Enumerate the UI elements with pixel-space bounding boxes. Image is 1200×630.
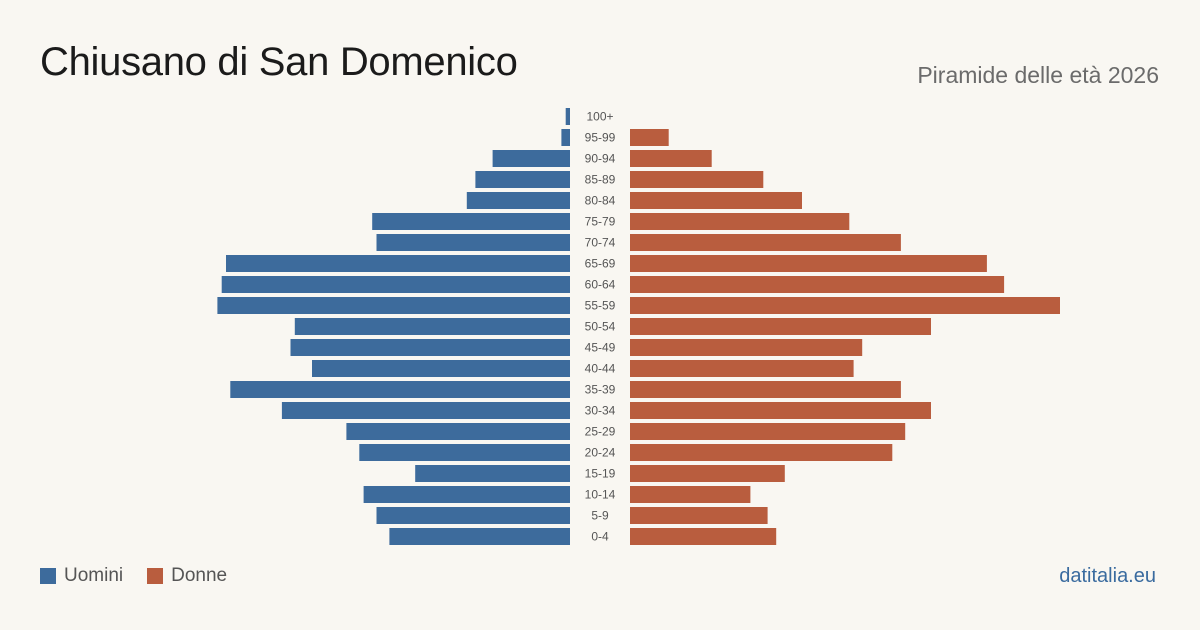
bar-women-75-79 (630, 213, 850, 230)
brand-link[interactable]: datitalia.eu (1059, 565, 1156, 587)
age-group-label: 35-39 (585, 383, 616, 397)
bar-women-10-14 (630, 486, 751, 503)
age-group-label: 75-79 (585, 215, 616, 229)
bar-men-25-29 (346, 423, 570, 440)
bar-women-5-9 (630, 507, 768, 524)
bar-men-30-34 (281, 402, 570, 419)
legend-label-women: Donne (171, 565, 228, 586)
age-group-label: 80-84 (585, 194, 616, 208)
bar-women-90-94 (630, 150, 712, 167)
age-group-label: 45-49 (585, 341, 616, 355)
legend-item-women: Donne (147, 565, 227, 587)
bar-women-80-84 (630, 192, 802, 209)
bar-men-100+ (565, 108, 570, 125)
bar-women-0-4 (630, 528, 777, 545)
bar-women-30-34 (630, 402, 931, 419)
chart-title: Chiusano di San Domenico (40, 40, 518, 84)
bar-men-5-9 (376, 507, 570, 524)
age-group-label: 60-64 (585, 278, 616, 292)
age-group-label: 70-74 (585, 236, 616, 250)
age-group-label: 15-19 (585, 467, 616, 481)
age-group-label: 50-54 (585, 320, 616, 334)
bar-men-75-79 (372, 213, 570, 230)
bar-men-15-19 (415, 465, 570, 482)
bar-women-35-39 (630, 381, 901, 398)
age-group-label: 25-29 (585, 425, 616, 439)
bar-men-50-54 (294, 318, 570, 335)
bar-men-90-94 (492, 150, 570, 167)
bar-women-55-59 (630, 297, 1060, 314)
bar-women-85-89 (630, 171, 764, 188)
bar-women-65-69 (630, 255, 987, 272)
bar-women-70-74 (630, 234, 901, 251)
bar-men-10-14 (363, 486, 570, 503)
bar-men-65-69 (226, 255, 570, 272)
age-group-label: 5-9 (591, 509, 609, 523)
bar-women-15-19 (630, 465, 785, 482)
bar-men-40-44 (312, 360, 570, 377)
bar-women-50-54 (630, 318, 931, 335)
bar-men-0-4 (389, 528, 570, 545)
bar-women-40-44 (630, 360, 854, 377)
bar-men-80-84 (466, 192, 570, 209)
legend-label-men: Uomini (64, 565, 124, 586)
bar-women-95-99 (630, 129, 669, 146)
chart-subtitle: Piramide delle età 2026 (917, 62, 1159, 88)
bar-women-25-29 (630, 423, 906, 440)
age-group-label: 85-89 (585, 173, 616, 187)
bar-women-45-49 (630, 339, 863, 356)
age-group-label: 65-69 (585, 257, 616, 271)
bar-men-85-89 (475, 171, 570, 188)
legend-swatch-women (147, 568, 164, 584)
age-group-label: 90-94 (585, 152, 616, 166)
legend-item-men: Uomini (40, 565, 123, 587)
bar-men-55-59 (217, 297, 570, 314)
bar-men-60-64 (221, 276, 570, 293)
age-group-label: 40-44 (585, 362, 616, 376)
age-group-label: 55-59 (585, 299, 616, 313)
bar-women-60-64 (630, 276, 1005, 293)
age-group-label: 30-34 (585, 404, 616, 418)
legend-swatch-men (40, 568, 56, 584)
bar-men-35-39 (230, 381, 571, 398)
bar-men-45-49 (290, 339, 570, 356)
age-group-label: 20-24 (585, 446, 616, 460)
age-group-label: 100+ (586, 110, 613, 124)
age-group-label: 10-14 (585, 488, 616, 502)
bar-men-95-99 (561, 129, 570, 146)
bar-men-70-74 (376, 234, 570, 251)
legend: Uomini Donne (40, 565, 251, 587)
bar-men-20-24 (359, 444, 570, 461)
age-group-label: 0-4 (591, 530, 609, 544)
bar-women-20-24 (630, 444, 893, 461)
age-group-label: 95-99 (585, 131, 616, 145)
